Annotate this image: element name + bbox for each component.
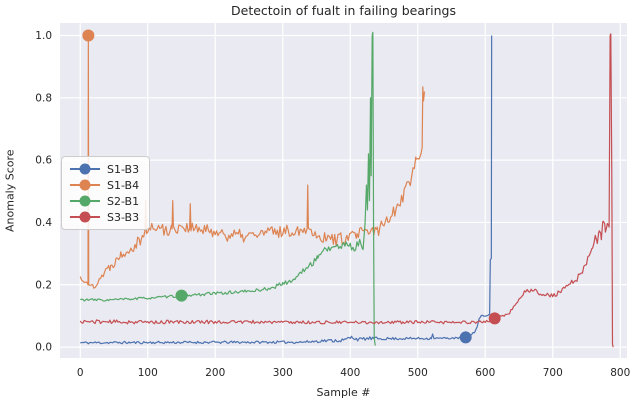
- legend-swatch: [70, 210, 100, 224]
- x-axis-label: Sample #: [316, 386, 371, 399]
- legend-dot-icon: [79, 195, 91, 207]
- series-marker-s1-b3: [459, 331, 472, 344]
- legend-label: S1-B4: [107, 178, 140, 192]
- y-tick-label: 1.0: [35, 30, 52, 42]
- x-tick-label: 800: [610, 367, 630, 379]
- series-line-s1-b4: [79, 34, 426, 289]
- series-marker-s3-b3: [488, 312, 501, 325]
- x-tick-label: 100: [138, 367, 158, 379]
- legend-item: S1-B4: [70, 178, 139, 192]
- legend-dot-icon: [79, 163, 91, 175]
- x-tick-label: 0: [77, 367, 84, 379]
- series-line-s1-b3: [80, 35, 493, 345]
- legend-swatch: [70, 178, 100, 192]
- x-tick-label: 500: [408, 367, 428, 379]
- series-marker-s2-b1: [175, 289, 188, 302]
- x-tick-label: 200: [205, 367, 225, 379]
- legend-label: S1-B3: [107, 162, 140, 176]
- y-tick-label: 0.6: [35, 155, 52, 167]
- y-axis-label: Anomaly Score: [3, 149, 17, 232]
- y-tick-label: 0.4: [35, 217, 52, 229]
- y-tick-label: 0.2: [35, 279, 52, 291]
- legend-dot-icon: [79, 179, 91, 191]
- plot-background: [60, 23, 627, 358]
- legend-item: S1-B3: [70, 162, 139, 176]
- legend-label: S2-B1: [107, 194, 140, 208]
- legend-dot-icon: [79, 211, 91, 223]
- y-tick-label: 0.8: [35, 92, 52, 104]
- x-tick-label: 700: [543, 367, 563, 379]
- legend-swatch: [70, 162, 100, 176]
- chart-title: Detectoin of fualt in failing bearings: [231, 3, 456, 18]
- legend-item: S2-B1: [70, 194, 139, 208]
- x-tick-label: 300: [273, 367, 293, 379]
- legend-label: S3-B3: [107, 210, 140, 224]
- x-tick-label: 600: [475, 367, 495, 379]
- x-tick-label: 400: [340, 367, 360, 379]
- series-line-s2-b1: [80, 31, 376, 346]
- legend: S1-B3 S1-B4 S2-B1 S3-B3: [61, 156, 151, 230]
- legend-swatch: [70, 194, 100, 208]
- series-line-s3-b3: [79, 33, 614, 348]
- legend-item: S3-B3: [70, 210, 139, 224]
- series-marker-s1-b4: [82, 29, 95, 42]
- y-tick-label: 0.0: [35, 342, 52, 354]
